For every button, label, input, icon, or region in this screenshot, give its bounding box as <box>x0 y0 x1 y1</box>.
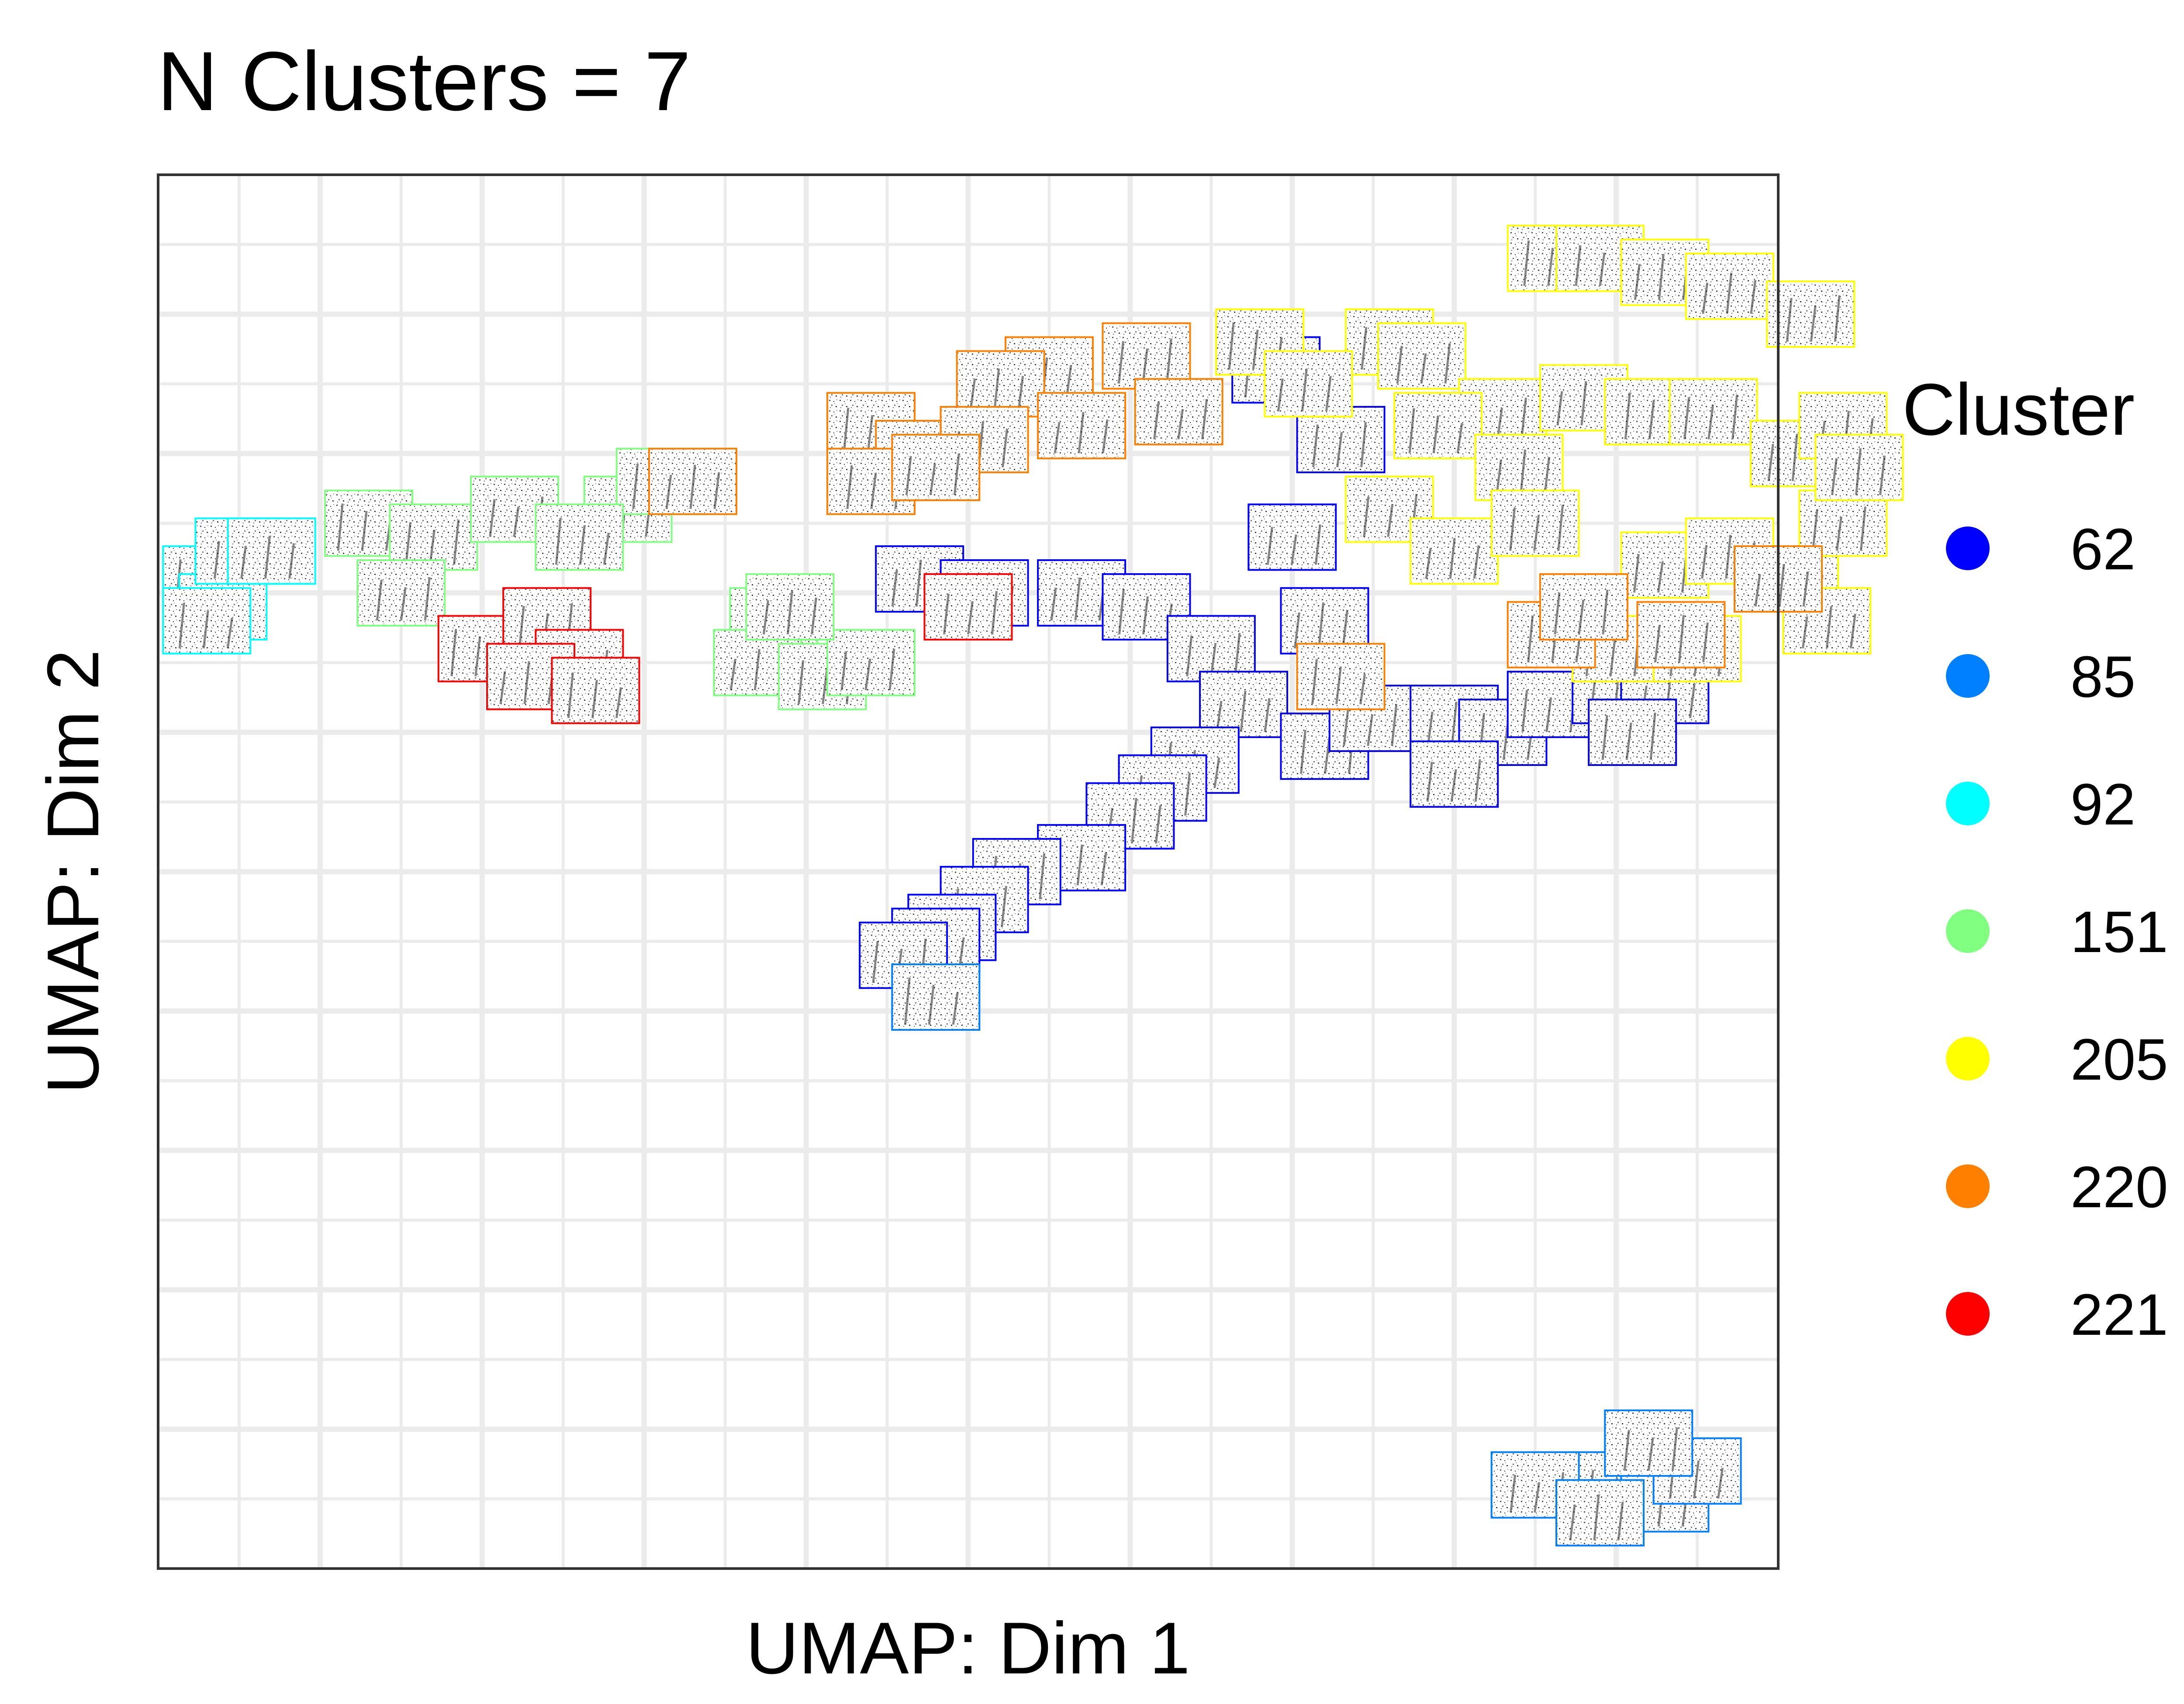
data-point-cluster-220 <box>1636 601 1726 668</box>
legend-label: 221 <box>2070 1282 2168 1347</box>
data-point-cluster-221 <box>923 573 1013 641</box>
data-point-cluster-85 <box>891 963 981 1031</box>
data-point-cluster-62 <box>1166 615 1256 682</box>
data-point-cluster-205 <box>1814 433 1904 501</box>
legend-item-221: 221 <box>1946 1282 2168 1347</box>
data-point-cluster-205 <box>1798 489 1888 557</box>
data-point-cluster-220 <box>1296 643 1386 710</box>
data-point-cluster-151 <box>535 503 624 571</box>
data-point-cluster-151 <box>745 573 835 641</box>
legend-title: Cluster <box>1902 368 2135 450</box>
y-axis-label: UMAP: Dim 2 <box>32 649 114 1094</box>
data-point-cluster-220 <box>1134 378 1223 446</box>
plot-panel-border <box>157 173 1780 1570</box>
data-point-cluster-220 <box>1539 573 1628 641</box>
data-point-cluster-220 <box>648 447 737 515</box>
data-point-cluster-205 <box>1264 350 1353 418</box>
data-point-cluster-205 <box>1393 392 1483 460</box>
legend-swatch <box>1946 909 1990 953</box>
data-point-cluster-220 <box>891 433 981 501</box>
data-point-cluster-62 <box>1280 587 1369 655</box>
legend-label: 92 <box>2070 772 2136 837</box>
data-point-cluster-62 <box>1248 503 1337 571</box>
legend-label: 205 <box>2070 1027 2168 1092</box>
data-points <box>162 225 1904 1547</box>
legend-swatch <box>1946 526 1990 570</box>
legend-swatch <box>1946 1164 1990 1208</box>
legend-label: 151 <box>2070 900 2168 965</box>
data-point-cluster-205 <box>1490 489 1580 557</box>
legend: Cluster 62 85 92 151 205 220 221 <box>1902 368 2168 1347</box>
data-point-cluster-92 <box>227 517 316 585</box>
data-point-cluster-221 <box>551 657 640 724</box>
legend-swatch <box>1946 1292 1990 1336</box>
legend-label: 62 <box>2070 517 2136 582</box>
legend-item-85: 85 <box>1946 644 2136 710</box>
legend-swatch <box>1946 654 1990 698</box>
legend-swatch <box>1946 1037 1990 1081</box>
chart-title: N Clusters = 7 <box>157 34 691 128</box>
legend-item-151: 151 <box>1946 900 2168 965</box>
data-point-cluster-151 <box>356 559 446 627</box>
x-axis-label: UMAP: Dim 1 <box>746 1607 1190 1689</box>
data-point-cluster-220 <box>1037 392 1127 460</box>
data-point-cluster-205 <box>1766 281 1856 348</box>
data-point-cluster-62 <box>1410 740 1499 808</box>
data-point-cluster-205 <box>1474 433 1564 501</box>
data-point-cluster-62 <box>1588 699 1677 766</box>
grid-lines <box>158 175 1778 1569</box>
legend-swatch <box>1946 782 1990 825</box>
data-point-cluster-205 <box>1410 517 1499 585</box>
legend-label: 85 <box>2070 644 2136 710</box>
data-point-cluster-62 <box>1199 671 1289 738</box>
data-point-cluster-205 <box>1669 378 1758 446</box>
data-point-cluster-205 <box>1685 253 1774 320</box>
data-point-cluster-92 <box>162 587 252 655</box>
legend-label: 220 <box>2070 1155 2168 1220</box>
data-point-cluster-85 <box>1604 1409 1693 1477</box>
legend-item-92: 92 <box>1946 772 2136 837</box>
data-point-cluster-205 <box>1377 322 1467 390</box>
legend-item-62: 62 <box>1946 517 2136 582</box>
legend-item-205: 205 <box>1946 1027 2168 1092</box>
legend-item-220: 220 <box>1946 1155 2168 1220</box>
data-point-cluster-151 <box>826 629 916 696</box>
data-point-cluster-85 <box>1555 1479 1645 1547</box>
